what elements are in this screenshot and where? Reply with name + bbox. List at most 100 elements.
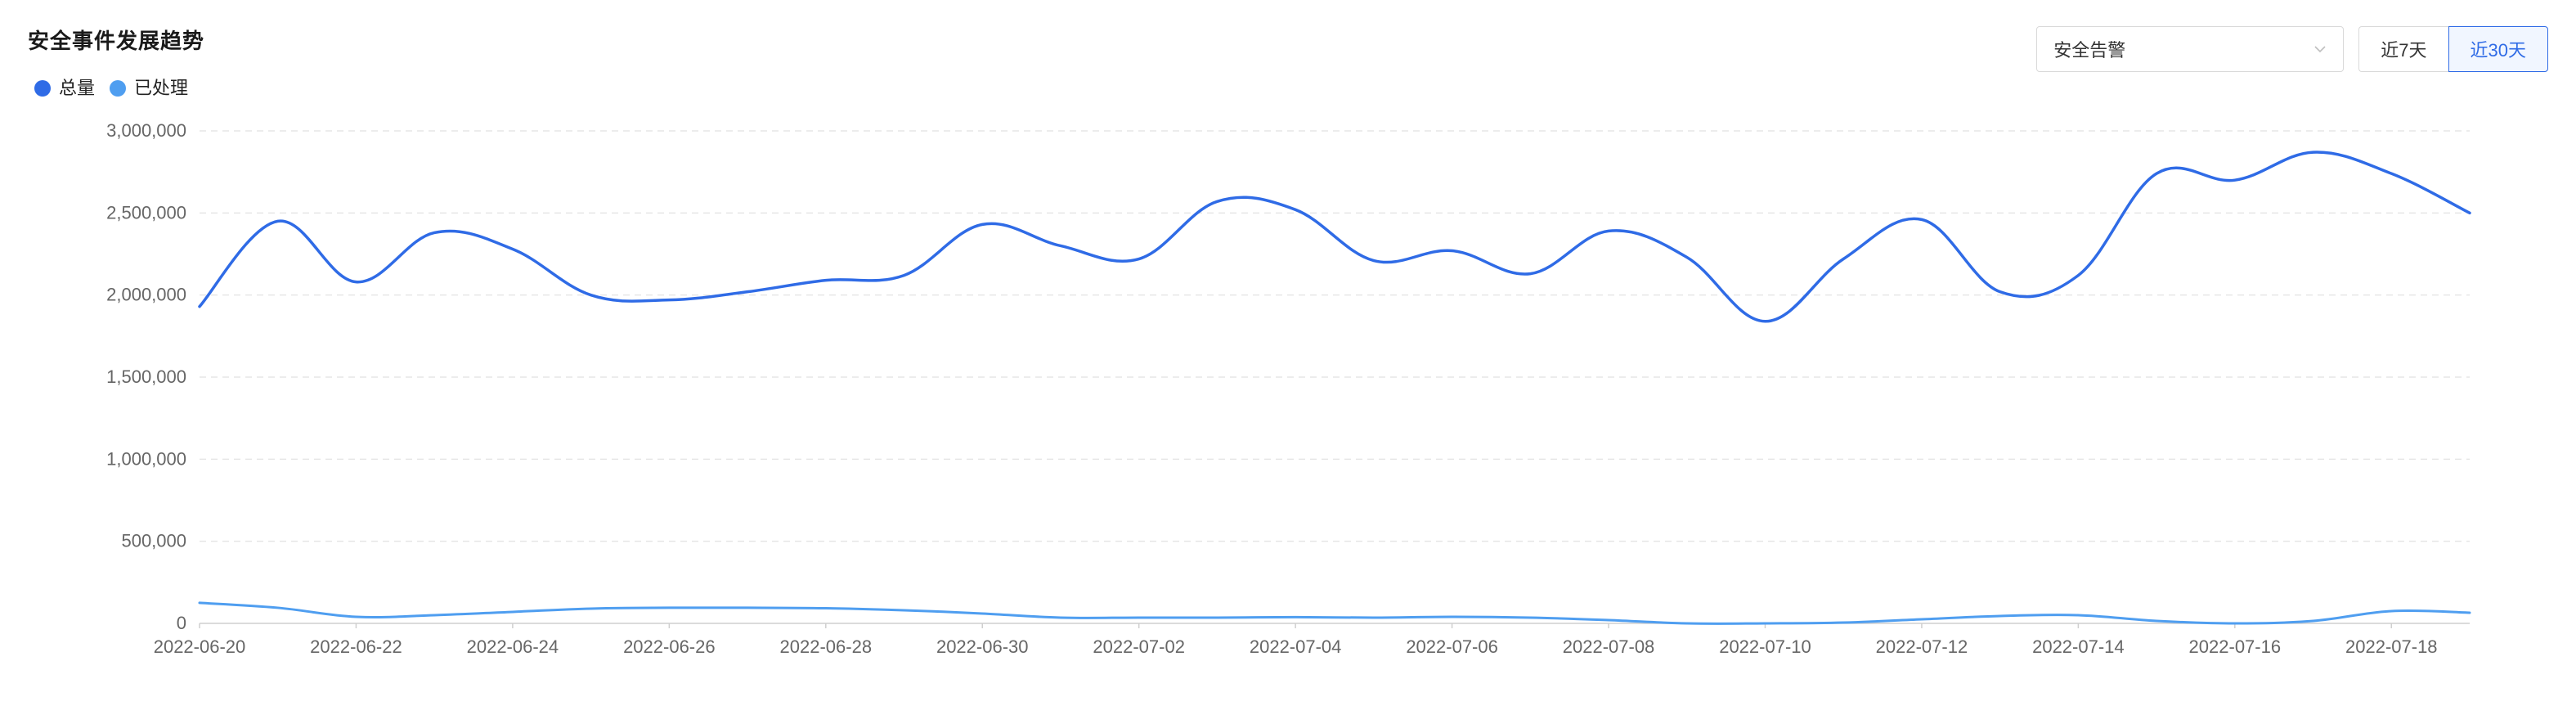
legend-dot-handled-icon	[110, 80, 127, 97]
range-30-days-button[interactable]: 近30天	[2448, 26, 2548, 72]
y-tick-label: 2,000,000	[106, 285, 186, 305]
x-tick-label: 2022-06-30	[936, 636, 1029, 657]
data-point-handled[interactable]	[2230, 618, 2240, 628]
x-tick-label: 2022-07-12	[1876, 636, 1968, 657]
data-point-handled[interactable]	[1525, 613, 1535, 623]
data-point-total[interactable]	[977, 219, 987, 229]
data-point-total[interactable]	[195, 302, 204, 312]
data-point-handled[interactable]	[1290, 612, 1300, 622]
x-tick-label: 2022-06-20	[154, 636, 246, 657]
data-point-handled[interactable]	[586, 604, 596, 614]
data-point-handled[interactable]	[1995, 611, 2005, 621]
range-7-days-button[interactable]: 近7天	[2358, 26, 2448, 72]
data-point-total[interactable]	[586, 290, 596, 300]
y-tick-label: 3,000,000	[106, 120, 186, 141]
data-point-handled[interactable]	[664, 603, 674, 613]
data-point-handled[interactable]	[2386, 606, 2396, 616]
x-tick-label: 2022-06-22	[310, 636, 402, 657]
legend-item-total[interactable]: 总量	[34, 77, 95, 100]
range-toggle: 近7天 近30天	[2358, 26, 2548, 72]
data-point-total[interactable]	[2309, 147, 2318, 157]
data-point-handled[interactable]	[2465, 608, 2475, 618]
data-point-handled[interactable]	[195, 598, 204, 608]
x-tick-label: 2022-07-14	[2032, 636, 2125, 657]
data-point-total[interactable]	[2152, 169, 2161, 178]
data-point-handled[interactable]	[1760, 618, 1770, 628]
legend-label-handled: 已处理	[134, 78, 189, 98]
data-point-total[interactable]	[1056, 241, 1066, 250]
legend-label-total: 总量	[59, 78, 96, 98]
data-point-handled[interactable]	[1604, 615, 1613, 625]
data-point-handled[interactable]	[1134, 613, 1144, 623]
data-point-handled[interactable]	[2152, 616, 2161, 626]
data-point-total[interactable]	[1369, 256, 1379, 266]
x-axis-ticks: 2022-06-20 2022-06-22 2022-06-24 2022-06-26…	[154, 623, 2438, 657]
data-point-total[interactable]	[1604, 226, 1613, 236]
data-point-handled[interactable]	[1369, 613, 1379, 623]
chart-title: 安全事件发展趋势	[28, 29, 205, 53]
data-point-total[interactable]	[1134, 254, 1144, 264]
chevron-down-icon	[2314, 46, 2326, 53]
legend-dot-total-icon	[34, 80, 51, 97]
data-point-handled[interactable]	[977, 609, 987, 618]
data-point-total[interactable]	[2465, 208, 2475, 218]
data-point-handled[interactable]	[1682, 618, 1692, 628]
x-tick-label: 2022-07-18	[2345, 636, 2438, 657]
event-type-select[interactable]: 安全告警	[2036, 26, 2345, 72]
x-tick-label: 2022-07-02	[1093, 636, 1185, 657]
data-point-total[interactable]	[664, 295, 674, 305]
series-layer	[195, 147, 2475, 628]
data-point-handled[interactable]	[273, 603, 283, 613]
data-point-total[interactable]	[1525, 269, 1535, 279]
x-tick-label: 2022-07-16	[2189, 636, 2282, 657]
data-point-total[interactable]	[1838, 254, 1848, 264]
data-point-handled[interactable]	[351, 612, 361, 622]
data-point-total[interactable]	[508, 244, 518, 254]
grid-layer	[200, 130, 2470, 624]
data-point-total[interactable]	[1447, 245, 1457, 255]
data-point-handled[interactable]	[743, 603, 752, 613]
chart-legend: 总量 已处理	[34, 77, 188, 100]
data-point-handled[interactable]	[821, 604, 831, 614]
data-point-handled[interactable]	[900, 605, 909, 615]
y-axis-ticks: 0 500,000 1,000,000 1,500,000 2,000,000 2,500…	[106, 120, 186, 633]
x-tick-label: 2022-06-26	[623, 636, 716, 657]
data-point-total[interactable]	[1995, 287, 2005, 297]
data-point-handled[interactable]	[508, 607, 518, 617]
data-point-handled[interactable]	[1917, 614, 1927, 624]
data-point-total[interactable]	[2230, 175, 2240, 185]
data-point-total[interactable]	[1212, 196, 1222, 206]
data-point-total[interactable]	[821, 276, 831, 286]
data-point-total[interactable]	[743, 287, 752, 297]
legend-item-handled[interactable]: 已处理	[110, 77, 188, 100]
data-point-handled[interactable]	[1447, 612, 1457, 622]
data-point-handled[interactable]	[1838, 618, 1848, 627]
data-point-total[interactable]	[429, 227, 439, 237]
data-point-total[interactable]	[1682, 253, 1692, 263]
y-tick-label: 1,500,000	[106, 366, 186, 387]
data-point-total[interactable]	[1917, 214, 1927, 224]
data-point-total[interactable]	[351, 277, 361, 287]
y-tick-label: 0	[177, 613, 186, 633]
y-tick-label: 2,500,000	[106, 202, 186, 223]
series-line-total[interactable]	[198, 151, 2471, 323]
data-point-total[interactable]	[2386, 169, 2396, 178]
data-point-total[interactable]	[2073, 271, 2083, 281]
data-point-handled[interactable]	[1212, 613, 1222, 623]
x-tick-label: 2022-06-28	[780, 636, 873, 657]
data-point-handled[interactable]	[2309, 616, 2318, 626]
x-tick-label: 2022-07-10	[1719, 636, 1811, 657]
data-point-total[interactable]	[900, 271, 909, 281]
data-point-handled[interactable]	[429, 610, 439, 620]
data-point-total[interactable]	[1290, 205, 1300, 214]
series-line-handled[interactable]	[198, 601, 2471, 625]
data-point-handled[interactable]	[2073, 610, 2083, 620]
data-point-total[interactable]	[273, 216, 283, 226]
x-tick-label: 2022-07-06	[1406, 636, 1498, 657]
x-tick-label: 2022-07-08	[1563, 636, 1655, 657]
x-tick-label: 2022-06-24	[467, 636, 559, 657]
data-point-handled[interactable]	[1056, 613, 1066, 623]
data-point-total[interactable]	[1760, 317, 1770, 326]
